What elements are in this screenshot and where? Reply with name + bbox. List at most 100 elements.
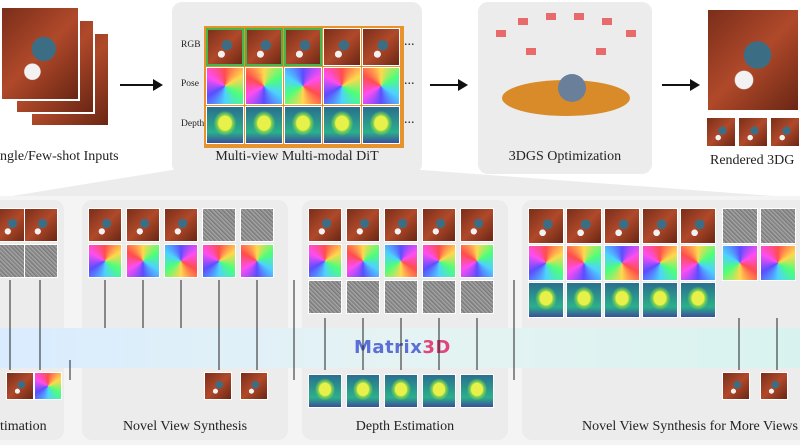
pC-noise-1 bbox=[308, 280, 342, 314]
pB-pose-3 bbox=[164, 244, 198, 278]
pA-noise-1 bbox=[0, 244, 28, 278]
arrowhead-icon bbox=[153, 79, 163, 91]
gs-point-cloud bbox=[496, 13, 636, 116]
pA-noise-2 bbox=[24, 244, 58, 278]
pD-depth-4 bbox=[642, 282, 678, 318]
gs-camera-4 bbox=[574, 13, 584, 20]
gs-camera-3 bbox=[546, 13, 556, 20]
pD-pose-5 bbox=[680, 245, 716, 281]
matrix3d-logo: Matrix3D bbox=[354, 337, 451, 358]
pB-pose-4 bbox=[202, 244, 236, 278]
dit-rgb-1 bbox=[206, 28, 244, 66]
dit-rgb-3 bbox=[284, 28, 322, 66]
pD-depth-5 bbox=[680, 282, 716, 318]
panel-d-caption: Novel View Synthesis for More Views bbox=[582, 419, 798, 434]
dit-pose-4 bbox=[323, 67, 361, 105]
pC-pose-1 bbox=[308, 244, 342, 278]
pD-pose-1 bbox=[528, 245, 564, 281]
pB-out-1 bbox=[204, 372, 232, 400]
gs-camera-6 bbox=[626, 30, 636, 37]
dit-rgb-2 bbox=[245, 28, 283, 66]
pD-depth-1 bbox=[528, 282, 564, 318]
arrow-inputs-to-dit bbox=[120, 84, 155, 86]
pC-noise-3 bbox=[384, 280, 418, 314]
pB-rgb-1 bbox=[88, 208, 122, 242]
pD-rgb-3 bbox=[604, 208, 640, 244]
rendered-thumb-2 bbox=[738, 117, 768, 147]
gs-camera-2 bbox=[518, 18, 528, 25]
input-image-front bbox=[0, 6, 80, 101]
pB-pose-5 bbox=[240, 244, 274, 278]
row-label-rgb: RGB bbox=[181, 40, 201, 50]
connector-lines bbox=[9, 280, 778, 380]
pC-noise-5 bbox=[460, 280, 494, 314]
pD-pose-2 bbox=[566, 245, 602, 281]
input-caption: ngle/Few-shot Inputs bbox=[0, 149, 119, 164]
rendered-thumb-3 bbox=[770, 117, 800, 147]
pB-noise-2 bbox=[240, 208, 274, 242]
pC-noise-2 bbox=[346, 280, 380, 314]
pC-pose-4 bbox=[422, 244, 456, 278]
pC-pose-5 bbox=[460, 244, 494, 278]
connector-group bbox=[9, 280, 778, 380]
arrowhead-icon bbox=[690, 79, 700, 91]
link-c-to-d bbox=[513, 280, 515, 380]
pD-pose-7 bbox=[760, 245, 796, 281]
gs-camera-1 bbox=[496, 30, 506, 37]
link-a-to-b bbox=[69, 360, 71, 380]
pD-rgb-4 bbox=[642, 208, 678, 244]
pC-rgb-4 bbox=[422, 208, 456, 242]
row-label-depth: Depth bbox=[181, 119, 205, 129]
pD-pose-6 bbox=[722, 245, 758, 281]
dit-depth-4 bbox=[323, 106, 361, 144]
panel-b-caption: Novel View Synthesis bbox=[122, 419, 248, 434]
dit-depth-1 bbox=[206, 106, 244, 144]
pB-pose-1 bbox=[88, 244, 122, 278]
pD-out-2 bbox=[760, 372, 788, 400]
dit-pose-1 bbox=[206, 67, 244, 105]
dit-expansion-lines bbox=[0, 170, 800, 198]
dit-ellipsis-pose: ... bbox=[404, 73, 415, 88]
rendered-thumb-1 bbox=[706, 117, 736, 147]
dit-grid bbox=[204, 26, 404, 148]
pB-rgb-3 bbox=[164, 208, 198, 242]
pB-noise-1 bbox=[202, 208, 236, 242]
rendered-main-image bbox=[706, 8, 800, 112]
expansion-wedge bbox=[0, 170, 800, 198]
pC-out-depth-2 bbox=[346, 374, 380, 408]
pC-rgb-1 bbox=[308, 208, 342, 242]
pC-out-depth-4 bbox=[422, 374, 456, 408]
panel-a-caption: timation bbox=[0, 419, 47, 434]
gs-caption: 3DGS Optimization bbox=[508, 149, 622, 164]
dit-rgb-4 bbox=[323, 28, 361, 66]
brand-suffix: 3D bbox=[422, 337, 451, 358]
dit-pose-2 bbox=[245, 67, 283, 105]
pC-out-depth-1 bbox=[308, 374, 342, 408]
dit-depth-5 bbox=[362, 106, 400, 144]
pA-rgb-2 bbox=[24, 208, 58, 242]
arrowhead-icon bbox=[458, 79, 468, 91]
gs-camera-8 bbox=[596, 48, 606, 55]
pB-rgb-2 bbox=[126, 208, 160, 242]
pC-rgb-3 bbox=[384, 208, 418, 242]
dit-ellipsis-depth: ... bbox=[404, 112, 415, 127]
matrix3d-band bbox=[0, 328, 800, 368]
pD-noise-2 bbox=[760, 208, 796, 244]
dit-caption: Multi-view Multi-modal DiT bbox=[215, 149, 379, 164]
arrow-dit-to-3dgs bbox=[430, 84, 460, 86]
dit-pose-3 bbox=[284, 67, 322, 105]
pD-rgb-5 bbox=[680, 208, 716, 244]
pD-depth-3 bbox=[604, 282, 640, 318]
pD-noise-1 bbox=[722, 208, 758, 244]
gs-camera-5 bbox=[602, 18, 612, 25]
input-image-stack bbox=[0, 6, 110, 127]
gs-camera-7 bbox=[526, 48, 536, 55]
panel-c-caption: Depth Estimation bbox=[355, 419, 455, 434]
render-caption: Rendered 3DG bbox=[710, 153, 795, 168]
pD-rgb-1 bbox=[528, 208, 564, 244]
pD-pose-4 bbox=[642, 245, 678, 281]
pC-rgb-2 bbox=[346, 208, 380, 242]
pD-pose-3 bbox=[604, 245, 640, 281]
pC-pose-3 bbox=[384, 244, 418, 278]
pD-rgb-2 bbox=[566, 208, 602, 244]
